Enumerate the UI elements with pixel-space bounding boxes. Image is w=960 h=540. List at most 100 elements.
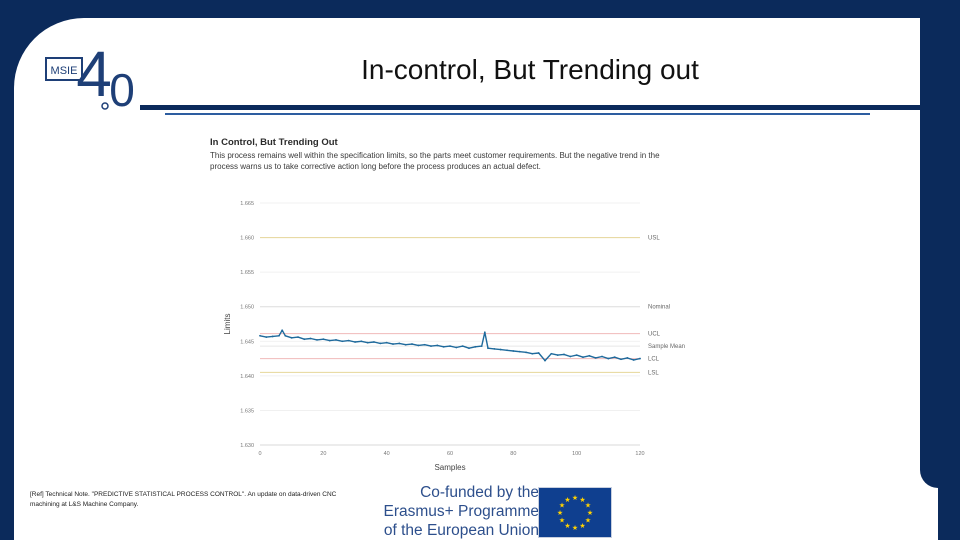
y-tick-label: 1.635 [240,408,254,414]
data-point [569,355,572,358]
data-point [271,335,274,338]
data-point [582,356,584,359]
slide-frame-edge [920,18,938,488]
reference-note: [Ref] Technical Note. "PREDICTIVE STATIS… [30,491,337,508]
data-point [385,341,388,344]
cofund-line-3: of the European Union [383,522,539,539]
chart-subtitle: This process remains well within the spe… [210,151,660,171]
data-point [455,346,458,349]
y-tick-label: 1.655 [240,270,254,276]
data-point [613,356,616,359]
eu-star-icon: ★ [559,502,565,510]
data-point [297,336,299,339]
chart-title: In Control, But Trending Out [210,137,338,148]
data-point [417,344,420,347]
data-point [281,329,284,332]
data-point [423,343,426,346]
data-point [341,340,344,343]
data-point [366,341,369,344]
eu-star-icon: ★ [579,496,585,504]
data-point [398,342,401,345]
data-point [639,357,641,360]
data-point [525,351,527,354]
x-tick-label: 20 [320,451,326,457]
data-point [537,352,540,354]
erasmus-cofund-banner: Co-funded by the Erasmus+ Programme of t… [360,483,622,540]
data-point [518,350,521,353]
eu-flag-icon: ★★★★★★★★★ ★ ★★ [538,487,612,538]
data-point [544,359,546,362]
data-point [480,345,483,348]
y-tick-label: 1.660 [240,236,254,242]
data-point [550,352,553,355]
data-point [594,356,597,359]
reference-line-label: USL [648,236,660,242]
data-point [556,354,559,357]
chart-card: In Control, But Trending Out This proces… [203,130,685,480]
x-tick-label: 60 [447,451,453,457]
eu-star-icon: ★ [585,502,591,510]
data-point [290,336,293,339]
eu-star-icon: ★ [559,517,565,525]
data-point [278,334,280,337]
data-point [506,349,508,352]
data-point [259,334,261,337]
msie-4-0-logo: MSIE 4 0 [45,40,135,114]
data-point [626,356,629,359]
y-tick-label: 1.665 [240,201,254,207]
data-point [303,338,306,341]
data-point [461,345,464,348]
y-tick-label: 1.640 [240,374,254,380]
eu-star-icon: ★ [572,494,578,502]
data-point [347,339,350,342]
data-point [607,357,610,360]
x-tick-label: 0 [258,451,261,457]
logo-letters: MSIE [51,65,78,77]
data-point [563,353,565,356]
reference-line-label: LCL [648,357,660,363]
data-point [316,339,318,341]
cofund-line-1: Co-funded by the [420,484,539,501]
eu-star-icon: ★ [564,522,570,530]
y-tick-label: 1.645 [240,339,254,345]
reference-line-label: Sample Mean [648,344,685,350]
eu-star-icon: ★ [564,496,570,504]
trend-chart: 1.630 1.635 1.640 1.645 1.650 1.655 1.660 1.665… [223,201,685,472]
data-point [449,345,451,348]
x-axis-label: Samples [434,463,465,472]
data-point [430,345,432,348]
y-tick-label: 1.650 [240,305,254,311]
y-tick-label: 1.630 [240,443,254,449]
data-point [468,347,470,350]
x-tick-label: 40 [384,451,390,457]
data-point [265,336,268,339]
data-point [499,348,502,351]
reference-line-label: Nominal [648,305,670,311]
slide-title: In-control, But Trending out [361,54,699,85]
data-point [483,331,486,334]
x-tick-label: 120 [635,451,644,457]
cofund-line-2: Erasmus+ Programme [383,503,539,520]
eu-star-icon: ★ [572,524,578,532]
data-point [575,354,578,357]
data-point [392,343,394,345]
x-tick-label: 100 [572,451,581,457]
title-rule [140,105,922,110]
data-point [379,342,382,345]
data-point [335,339,337,341]
data-point [322,338,325,341]
data-point [436,344,439,347]
reference-line-label: LSL [648,370,659,376]
title-rule-accent [165,113,870,115]
data-point [411,343,413,345]
x-tick-label: 80 [510,451,516,457]
eu-star-icon: ★ [579,522,585,530]
cofund-text: Co-funded by the Erasmus+ Programme of t… [364,483,539,540]
data-point [360,340,363,343]
data-point [531,352,534,355]
data-point [442,345,445,348]
logo-number: 4 [76,40,112,110]
data-point [601,355,603,358]
eu-star-icon: ★ [557,509,563,517]
data-point [487,347,489,350]
